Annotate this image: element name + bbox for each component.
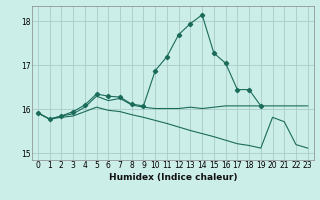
X-axis label: Humidex (Indice chaleur): Humidex (Indice chaleur)	[108, 173, 237, 182]
